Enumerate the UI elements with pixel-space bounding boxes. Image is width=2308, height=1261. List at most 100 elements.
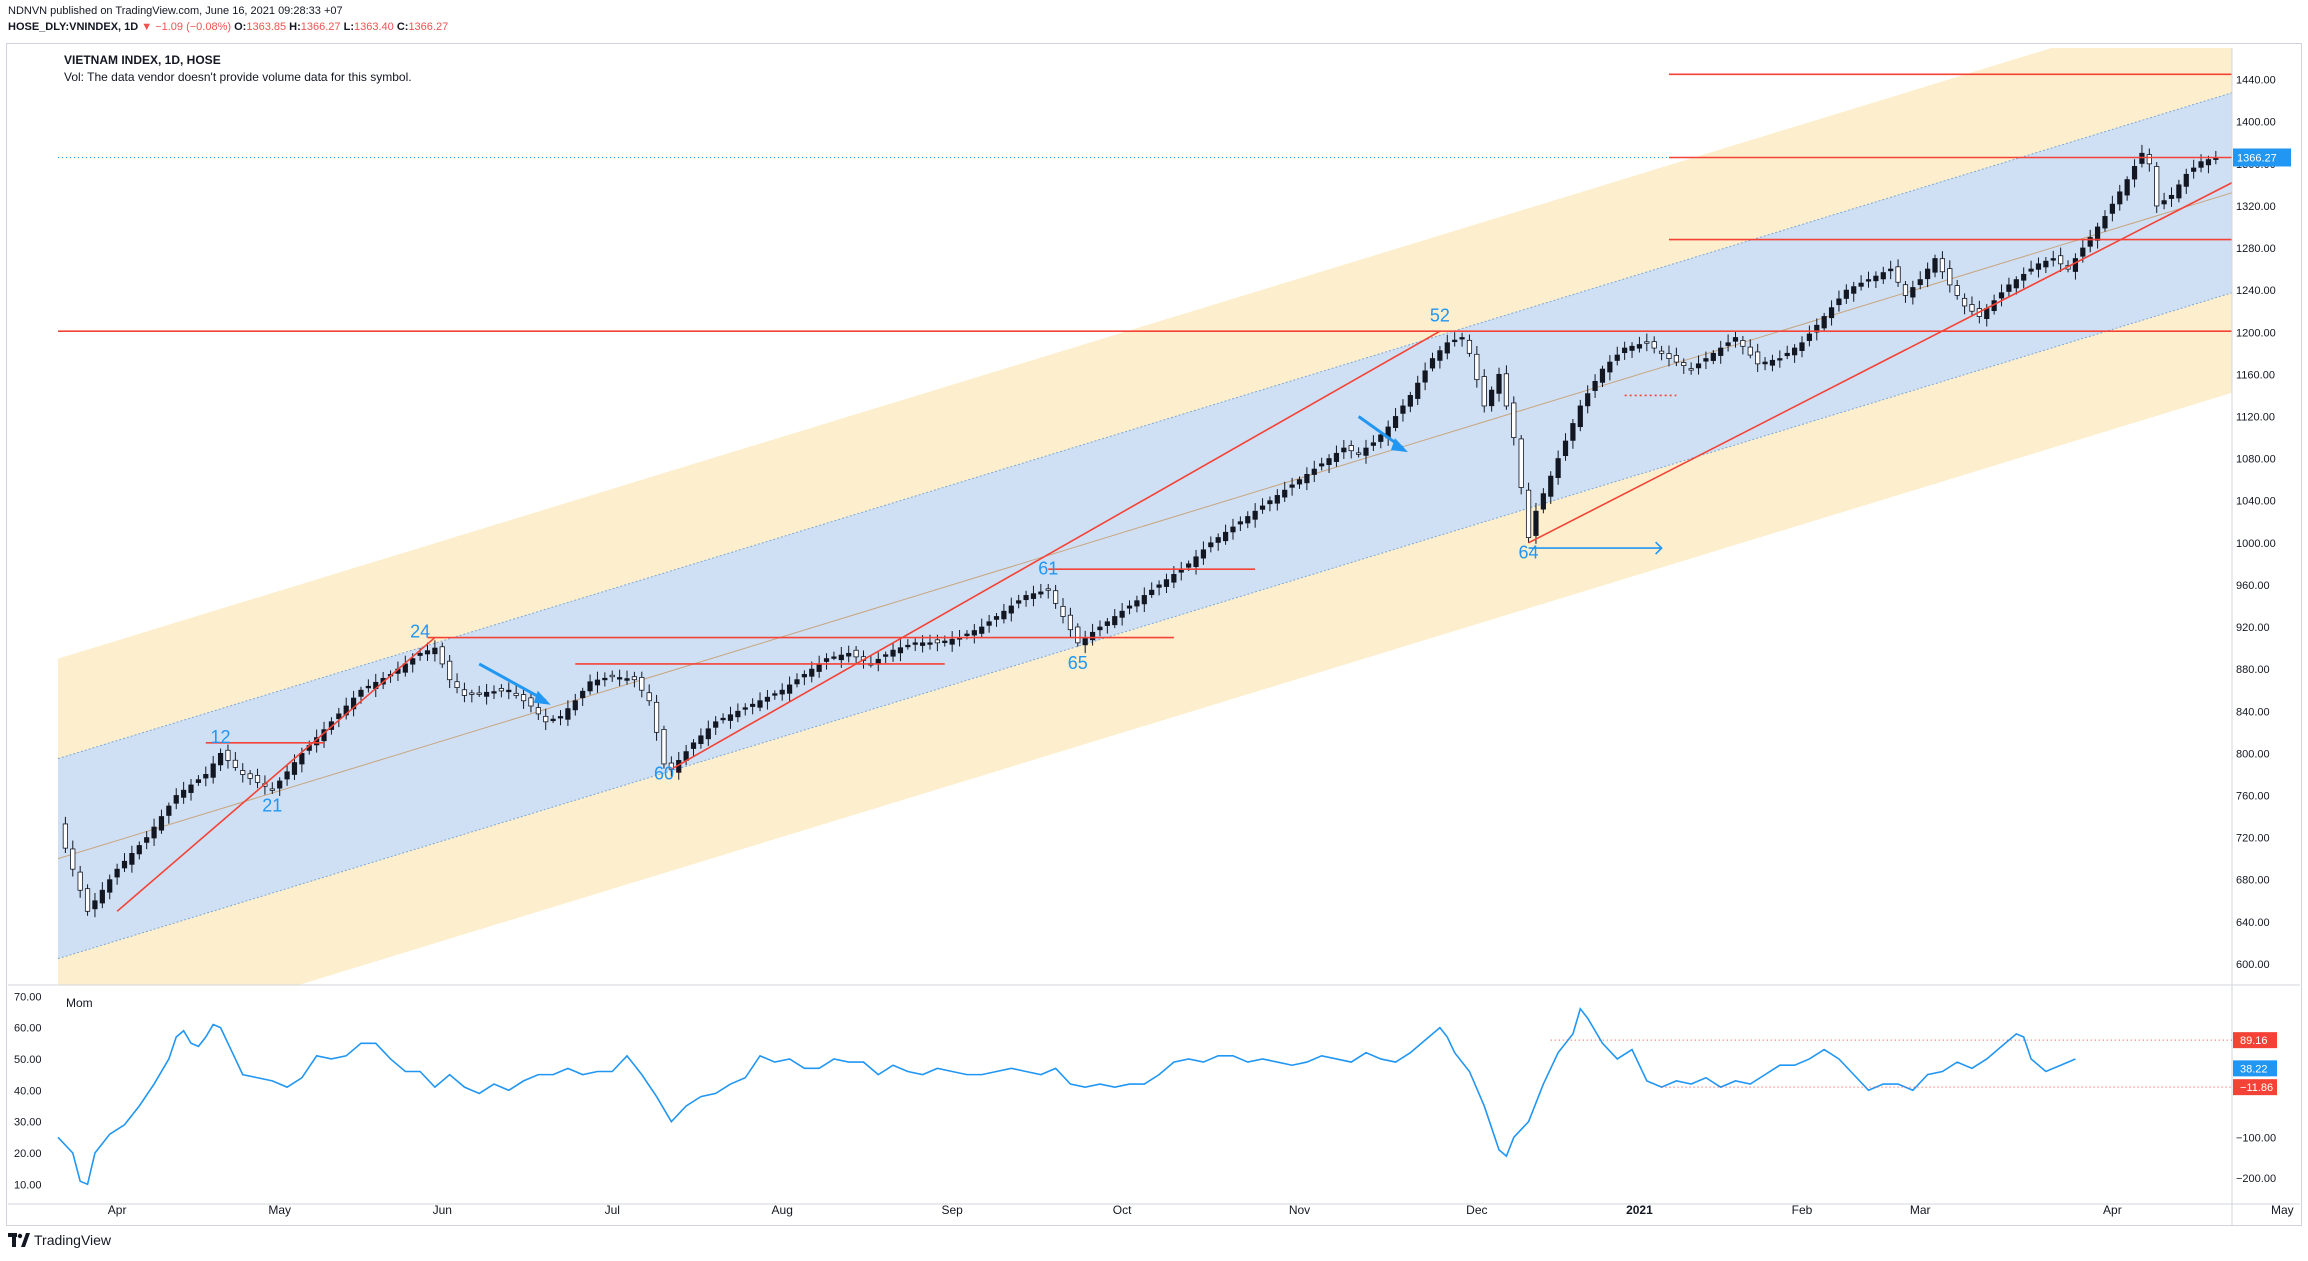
projection-arrow-head bbox=[1655, 541, 1663, 555]
price-axis-tick: 1000.00 bbox=[2236, 538, 2276, 550]
candle bbox=[1023, 595, 1029, 601]
candle bbox=[144, 837, 150, 843]
candle bbox=[535, 707, 541, 715]
candle bbox=[484, 691, 490, 697]
trendline bbox=[116, 636, 436, 912]
candle bbox=[1525, 489, 1532, 538]
candle bbox=[1836, 298, 1842, 306]
candle bbox=[690, 742, 697, 749]
candle bbox=[772, 693, 778, 696]
candle bbox=[1762, 361, 1768, 365]
candle bbox=[291, 762, 298, 775]
price-axis-tick: 920.00 bbox=[2236, 622, 2270, 634]
candle bbox=[1060, 605, 1066, 617]
candle bbox=[1400, 405, 1406, 414]
candle bbox=[195, 779, 202, 783]
candle bbox=[1540, 493, 1546, 510]
candle bbox=[424, 650, 431, 655]
candle bbox=[2028, 268, 2034, 272]
candle bbox=[2124, 179, 2130, 196]
candle bbox=[1193, 556, 1199, 568]
candle bbox=[698, 735, 704, 745]
candle bbox=[1259, 505, 1266, 510]
momentum-value-tag bbox=[2233, 1060, 2277, 1077]
candle bbox=[713, 721, 719, 728]
candle bbox=[1267, 500, 1273, 505]
candle bbox=[1496, 373, 1502, 394]
candle bbox=[1858, 282, 1864, 287]
price-axis-tick: 960.00 bbox=[2236, 580, 2270, 592]
candle bbox=[1961, 297, 1968, 307]
candle bbox=[1444, 342, 1450, 354]
legend-title: VIETNAM INDEX, 1D, HOSE bbox=[64, 53, 221, 67]
candle bbox=[1392, 416, 1399, 428]
candle bbox=[1969, 304, 1975, 312]
momentum-left-tick: 30.00 bbox=[14, 1117, 42, 1129]
candle bbox=[565, 708, 571, 720]
time-axis-tick: Feb bbox=[1792, 1203, 1813, 1217]
candle bbox=[1917, 279, 1923, 286]
candle bbox=[2205, 159, 2212, 166]
candle bbox=[447, 660, 453, 681]
candle bbox=[1363, 447, 1369, 456]
candle bbox=[1030, 593, 1037, 599]
candle bbox=[609, 674, 615, 678]
candle bbox=[1777, 358, 1783, 361]
price-axis-tick: 600.00 bbox=[2236, 959, 2270, 971]
candle bbox=[550, 718, 556, 722]
candle bbox=[2006, 284, 2012, 292]
candle bbox=[1415, 382, 1421, 399]
regression-midline bbox=[57, 192, 2232, 860]
candle bbox=[1688, 368, 1694, 371]
candle bbox=[971, 630, 977, 636]
candle bbox=[846, 652, 852, 657]
channel-lower-outer bbox=[58, 292, 2232, 985]
candle bbox=[543, 715, 549, 723]
candle bbox=[151, 826, 157, 839]
down-arrow bbox=[478, 662, 547, 703]
low-label: L: bbox=[343, 21, 354, 33]
candle bbox=[2139, 152, 2145, 164]
tradingview-footer[interactable]: TradingView bbox=[8, 1232, 111, 1248]
price-axis-tick: 800.00 bbox=[2236, 748, 2270, 760]
time-axis-tick: Apr bbox=[2103, 1203, 2122, 1217]
high-label: H: bbox=[289, 21, 301, 33]
candle bbox=[1888, 268, 1894, 272]
candle bbox=[210, 763, 216, 778]
momentum-value-tag-label: −11.86 bbox=[2240, 1082, 2273, 1094]
candle bbox=[890, 649, 896, 657]
candle bbox=[461, 689, 468, 696]
candle bbox=[432, 647, 438, 655]
candle bbox=[580, 690, 586, 699]
candle bbox=[2168, 194, 2175, 199]
candle bbox=[1585, 393, 1591, 407]
price-axis-tick: 840.00 bbox=[2236, 706, 2270, 718]
candle bbox=[1053, 590, 1059, 604]
candle bbox=[1799, 342, 1805, 351]
candle bbox=[1592, 380, 1598, 391]
candle bbox=[129, 852, 135, 865]
momentum-left-tick: 60.00 bbox=[14, 1023, 42, 1035]
candle bbox=[1474, 353, 1480, 381]
candle bbox=[617, 677, 623, 680]
candle bbox=[1703, 358, 1709, 362]
chart-frame bbox=[6, 43, 2302, 1226]
candle bbox=[1725, 342, 1731, 346]
candle bbox=[513, 692, 519, 696]
momentum-left-tick: 40.00 bbox=[14, 1085, 42, 1097]
price-axis-tick: 1280.00 bbox=[2236, 243, 2276, 255]
candle bbox=[653, 701, 660, 733]
time-axis-tick: Apr bbox=[108, 1203, 127, 1217]
candle bbox=[883, 654, 889, 657]
candle bbox=[705, 728, 711, 740]
candle bbox=[358, 689, 364, 697]
candle bbox=[277, 780, 283, 789]
candle bbox=[299, 752, 305, 765]
momentum-right-tick: −100.00 bbox=[2236, 1132, 2276, 1144]
candle bbox=[506, 689, 512, 693]
candle bbox=[498, 688, 504, 692]
wave-label-64: 64 bbox=[1519, 543, 1539, 563]
candle bbox=[639, 677, 645, 691]
candle bbox=[336, 713, 342, 720]
